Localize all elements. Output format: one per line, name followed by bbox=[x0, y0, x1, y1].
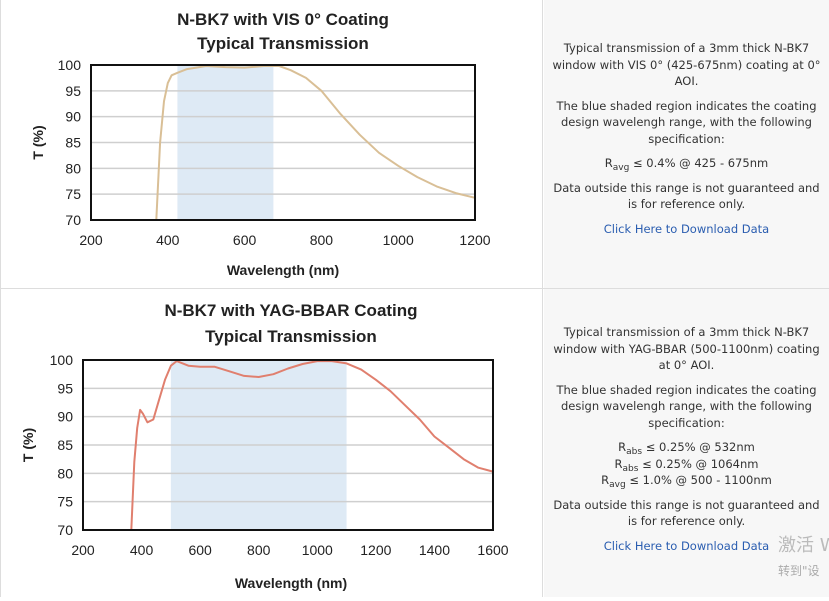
spec-symbol: R bbox=[618, 440, 627, 454]
x-tick-label: 1000 bbox=[383, 232, 414, 248]
transmission-chart-yag-bbar: N-BK7 with YAG-BBAR Coating Typical Trans… bbox=[20, 301, 509, 591]
x-tick-label: 400 bbox=[156, 232, 180, 248]
spec-line: Ravg ≤ 0.4% @ 425 - 675nm bbox=[548, 155, 825, 173]
activation-watermark: 激活 W bbox=[778, 535, 829, 556]
chart-row-yag-bbar: N-BK7 with YAG-BBAR Coating Typical Trans… bbox=[0, 289, 829, 597]
transmission-line bbox=[130, 360, 494, 531]
x-axis-label: Wavelength (nm) bbox=[227, 262, 339, 278]
spec-value: ≤ 1.0% @ 500 - 1100nm bbox=[625, 473, 772, 487]
spec-line: Ravg ≤ 1.0% @ 500 - 1100nm bbox=[548, 472, 825, 490]
chart-cell: N-BK7 with YAG-BBAR Coating Typical Trans… bbox=[0, 289, 543, 597]
chart-subtitle: Typical Transmission bbox=[197, 34, 369, 53]
description-intro: Typical transmission of a 3mm thick N-BK… bbox=[553, 325, 820, 372]
plot-border bbox=[82, 359, 494, 531]
y-tick-label: 80 bbox=[65, 160, 81, 176]
y-axis-label: T (%) bbox=[30, 125, 46, 159]
x-tick-label: 800 bbox=[310, 232, 334, 248]
spec-subscript: avg bbox=[612, 163, 630, 173]
chart-subtitle: Typical Transmission bbox=[205, 327, 377, 346]
y-tick-label: 75 bbox=[65, 186, 81, 202]
y-tick-label: 100 bbox=[50, 352, 74, 368]
download-data-link[interactable]: Click Here to Download Data bbox=[603, 538, 770, 553]
spec-line: Rabs ≤ 0.25% @ 532nm bbox=[548, 439, 825, 457]
x-tick-label: 600 bbox=[188, 542, 212, 558]
x-tick-label: 1000 bbox=[302, 542, 333, 558]
x-axis-label: Wavelength (nm) bbox=[235, 575, 347, 591]
y-tick-label: 90 bbox=[57, 409, 73, 425]
x-tick-label: 1600 bbox=[477, 542, 508, 558]
download-data-link[interactable]: Click Here to Download Data bbox=[603, 221, 770, 236]
description-panel: Typical transmission of a 3mm thick N-BK… bbox=[544, 289, 829, 597]
chart-cell: N-BK7 with VIS 0° Coating Typical Transmi… bbox=[0, 0, 543, 288]
description-disclaimer: Data outside this range is not guarantee… bbox=[553, 497, 820, 529]
x-tick-label: 1200 bbox=[360, 542, 391, 558]
spec-line: Rabs ≤ 0.25% @ 1064nm bbox=[548, 456, 825, 474]
spec-value: ≤ 0.25% @ 1064nm bbox=[638, 456, 759, 471]
y-tick-label: 75 bbox=[57, 494, 73, 510]
y-axis-label: T (%) bbox=[20, 428, 36, 462]
spec-subscript: avg bbox=[609, 480, 626, 490]
spec-value: ≤ 0.4% @ 425 - 675nm bbox=[629, 156, 769, 170]
plot-border bbox=[90, 64, 476, 221]
y-tick-label: 95 bbox=[65, 83, 81, 99]
y-tick-label: 100 bbox=[58, 57, 82, 73]
y-tick-label: 85 bbox=[65, 135, 81, 151]
x-tick-label: 1200 bbox=[459, 232, 490, 248]
spec-symbol: R bbox=[604, 156, 613, 170]
y-tick-label: 90 bbox=[65, 109, 81, 125]
description-intro: Typical transmission of a 3mm thick N-BK… bbox=[552, 41, 821, 88]
y-tick-label: 80 bbox=[57, 465, 73, 481]
description-shaded-note: The blue shaded region indicates the coa… bbox=[556, 98, 817, 146]
spec-value: ≤ 0.25% @ 532nm bbox=[642, 440, 755, 454]
spec-symbol: R bbox=[601, 473, 610, 487]
x-tick-label: 600 bbox=[233, 232, 257, 248]
description-disclaimer: Data outside this range is not guarantee… bbox=[553, 180, 820, 212]
y-tick-label: 70 bbox=[65, 212, 81, 228]
y-tick-label: 85 bbox=[57, 437, 73, 453]
x-tick-label: 800 bbox=[247, 542, 271, 558]
spec-subscript: abs bbox=[622, 463, 639, 474]
x-tick-label: 200 bbox=[71, 542, 95, 558]
spec-list: Rabs ≤ 0.25% @ 532nm Rabs ≤ 0.25% @ 1064n… bbox=[548, 439, 825, 490]
transmission-chart-vis: N-BK7 with VIS 0° Coating Typical Transmi… bbox=[30, 10, 491, 278]
x-tick-label: 200 bbox=[79, 232, 103, 248]
description-shaded-note: The blue shaded region indicates the coa… bbox=[556, 382, 817, 430]
chart-title: N-BK7 with VIS 0° Coating bbox=[177, 10, 389, 29]
chart-row-vis: N-BK7 with VIS 0° Coating Typical Transmi… bbox=[0, 0, 829, 289]
description-panel: Typical transmission of a 3mm thick N-BK… bbox=[544, 0, 829, 288]
activation-watermark-sub: 转到"设 bbox=[778, 564, 820, 578]
y-tick-label: 95 bbox=[57, 380, 73, 396]
spec-list: Ravg ≤ 0.4% @ 425 - 675nm bbox=[548, 155, 825, 173]
x-tick-label: 1400 bbox=[419, 542, 450, 558]
chart-title: N-BK7 with YAG-BBAR Coating bbox=[164, 301, 417, 320]
y-tick-label: 70 bbox=[57, 522, 73, 538]
spec-subscript: abs bbox=[626, 447, 643, 457]
x-tick-label: 400 bbox=[130, 542, 154, 558]
spec-symbol: R bbox=[614, 456, 623, 471]
